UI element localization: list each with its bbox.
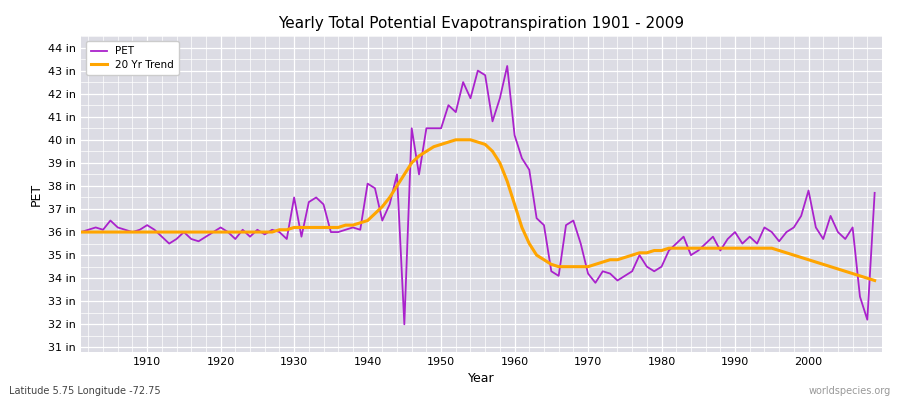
Text: worldspecies.org: worldspecies.org — [809, 386, 891, 396]
PET — [399, 322, 410, 327]
Y-axis label: PET: PET — [30, 182, 42, 206]
PET — [134, 227, 145, 232]
PET — [502, 64, 513, 68]
20 Yr Trend — [134, 230, 145, 234]
PET — [517, 156, 527, 161]
20 Yr Trend — [605, 257, 616, 262]
PET — [76, 230, 86, 234]
20 Yr Trend — [450, 137, 461, 142]
20 Yr Trend — [296, 225, 307, 230]
Text: Latitude 5.75 Longitude -72.75: Latitude 5.75 Longitude -72.75 — [9, 386, 160, 396]
PET — [296, 234, 307, 239]
PET — [524, 167, 535, 172]
Line: 20 Yr Trend: 20 Yr Trend — [81, 140, 875, 280]
20 Yr Trend — [869, 278, 880, 283]
PET — [340, 227, 351, 232]
Legend: PET, 20 Yr Trend: PET, 20 Yr Trend — [86, 41, 179, 75]
PET — [869, 190, 880, 195]
20 Yr Trend — [340, 223, 351, 228]
Line: PET: PET — [81, 66, 875, 324]
20 Yr Trend — [517, 225, 527, 230]
20 Yr Trend — [509, 202, 520, 207]
PET — [612, 278, 623, 283]
20 Yr Trend — [76, 230, 86, 234]
X-axis label: Year: Year — [468, 372, 495, 386]
Title: Yearly Total Potential Evapotranspiration 1901 - 2009: Yearly Total Potential Evapotranspiratio… — [278, 16, 685, 31]
